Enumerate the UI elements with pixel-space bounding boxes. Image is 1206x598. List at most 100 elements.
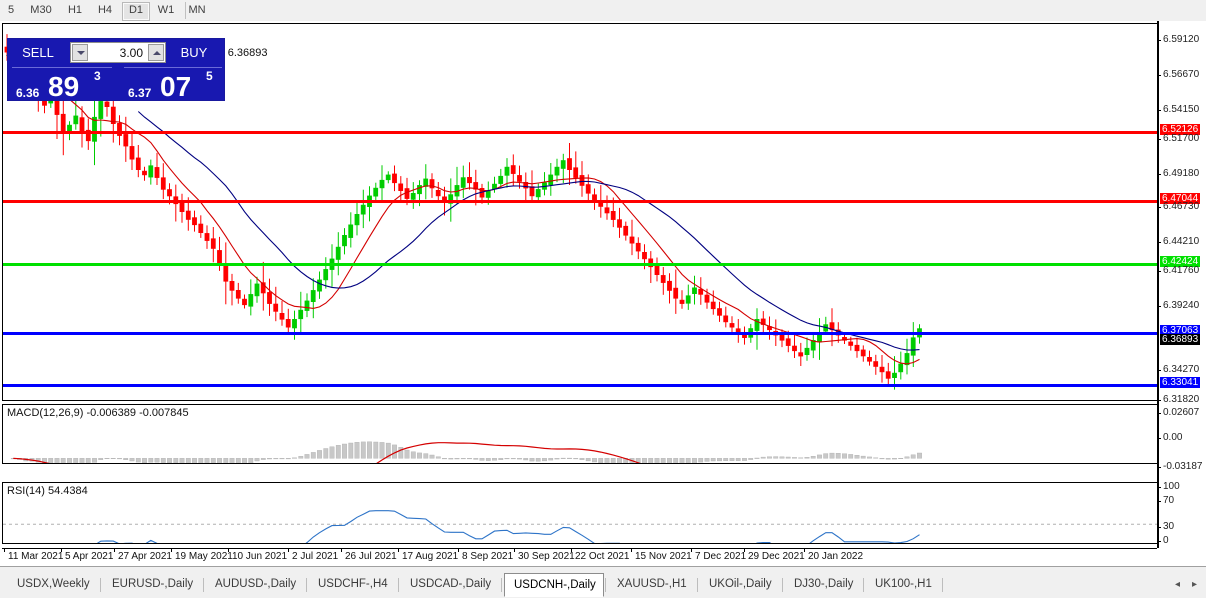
macd-label: MACD(12,26,9) -0.006389 -0.007845	[7, 407, 189, 419]
level-price-label: 6.37063	[1160, 325, 1201, 336]
date-tick	[288, 548, 289, 552]
chart-tab-audusd-daily[interactable]: AUDUSD-,Daily	[215, 578, 297, 590]
rsi-plot	[3, 483, 1157, 543]
tab-separator	[697, 578, 698, 592]
rsi-series	[3, 510, 1157, 543]
price-tick-label: 6.54150	[1163, 104, 1200, 115]
chart-tab-ukoil-daily[interactable]: UKOil-,Daily	[709, 578, 772, 590]
date-label: 2 Jul 2021	[292, 551, 339, 562]
timeframe-w1[interactable]: W1	[157, 4, 175, 16]
level-line-resistance-1[interactable]	[3, 131, 1157, 134]
date-label: 7 Dec 2021	[695, 551, 747, 562]
volume-value: 3.00	[119, 46, 143, 60]
price-scale[interactable]: 6.59120 6.56670 6.54150 6.52126 6.51700 6.491…	[1157, 21, 1206, 548]
price-tick-label: 6.44210	[1163, 236, 1200, 247]
one-click-trading-panel[interactable]: SELL 3.00 BUY 6.36 89 3 6.37	[7, 38, 225, 102]
date-label: 26 Jul 2021	[345, 551, 397, 562]
level-price-label: 6.52126	[1160, 124, 1201, 135]
price-tick	[1157, 110, 1161, 111]
price-tick	[1157, 75, 1161, 76]
oct-controls-row: SELL 3.00 BUY	[8, 39, 224, 65]
rsi-tick-label: 30	[1163, 521, 1175, 532]
ask-price-display[interactable]: 6.37 07 5	[124, 67, 222, 102]
timeframe-m30[interactable]: M30	[30, 4, 52, 16]
timeframe-5[interactable]: 5	[7, 4, 15, 16]
bid-price-main: 89	[48, 71, 80, 102]
timeframe-mn[interactable]: MN	[188, 4, 206, 16]
date-tick	[458, 548, 459, 552]
volume-input[interactable]: 3.00	[70, 42, 166, 63]
date-label: 22 Oct 2021	[575, 551, 630, 562]
price-plot[interactable]	[3, 24, 1157, 400]
macd-series	[10, 441, 922, 463]
tab-separator	[203, 578, 204, 592]
chart-tab-usdchf-h4[interactable]: USDCHF-,H4	[318, 578, 388, 590]
price-tick	[1157, 139, 1161, 140]
date-tick	[514, 548, 515, 552]
level-line-support-1[interactable]	[3, 332, 1157, 335]
chart-tab-dj30-daily[interactable]: DJ30-,Daily	[794, 578, 854, 590]
level-line-resistance-2[interactable]	[3, 200, 1157, 203]
chevron-up-icon	[153, 51, 161, 55]
volume-decrease-button[interactable]	[72, 44, 88, 61]
rsi-tick-label: 0	[1163, 535, 1169, 546]
rsi-label: RSI(14) 54.4384	[7, 485, 88, 497]
tab-separator	[782, 578, 783, 592]
macd-tick	[1157, 438, 1161, 439]
macd-tick-label: 0.02607	[1163, 407, 1200, 418]
macd-tick	[1157, 413, 1161, 414]
bid-price-display[interactable]: 6.36 89 3	[12, 67, 112, 102]
tabs-scroll-right-icon[interactable]: ▸	[1192, 579, 1198, 590]
rsi-panel[interactable]: RSI(14) 54.4384	[2, 482, 1157, 544]
chart-tab-bar: USDX,Weekly EURUSD-,Daily AUDUSD-,Daily USD…	[0, 566, 1206, 598]
timeframe-h1[interactable]: H1	[67, 4, 83, 16]
date-tick	[398, 548, 399, 552]
date-label: 17 Aug 2021	[402, 551, 459, 562]
current-price-label: 6.36893	[1160, 334, 1201, 345]
price-tick-label: 6.41760	[1163, 265, 1200, 276]
chart-tab-usdcad-daily[interactable]: USDCAD-,Daily	[410, 578, 492, 590]
volume-increase-button[interactable]	[148, 44, 164, 61]
level-line-pivot[interactable]	[3, 263, 1157, 266]
rsi-tick-label: 100	[1163, 481, 1180, 492]
price-tick	[1157, 174, 1161, 175]
date-axis-line	[2, 548, 1157, 549]
date-label: 20 Jan 2022	[808, 551, 864, 562]
price-tick-label: 6.51700	[1163, 133, 1200, 144]
ask-price-main: 07	[160, 71, 192, 102]
date-axis[interactable]: 11 Mar 2021 5 Apr 2021 27 Apr 2021 19 May 2…	[0, 548, 1206, 566]
chart-tab-usdx-weekly[interactable]: USDX,Weekly	[17, 578, 90, 590]
tab-separator	[863, 578, 864, 592]
chart-tab-uk100-h1[interactable]: UK100-,H1	[875, 578, 932, 590]
tab-separator	[605, 578, 606, 592]
price-tick	[1157, 400, 1161, 401]
macd-plot	[3, 405, 1157, 463]
timeframe-d1[interactable]: D1	[122, 2, 150, 21]
bid-price-prefix: 6.36	[16, 86, 40, 100]
ask-price-prefix: 6.37	[128, 86, 152, 100]
level-price-label: 6.47044	[1160, 193, 1201, 204]
chart-tab-eurusd-daily[interactable]: EURUSD-,Daily	[112, 578, 194, 590]
chart-tab-xauusd-h1[interactable]: XAUUSD-,H1	[617, 578, 687, 590]
rsi-tick	[1157, 541, 1161, 542]
level-line-support-2[interactable]	[3, 384, 1157, 387]
date-tick	[61, 548, 62, 552]
price-tick-label: 6.31820	[1163, 394, 1200, 405]
tabs-scroll-left-icon[interactable]: ◂	[1175, 579, 1181, 590]
tab-separator	[100, 578, 101, 592]
level-price-label: 6.42424	[1160, 256, 1201, 267]
price-tick	[1157, 40, 1161, 41]
sell-button[interactable]: SELL	[22, 45, 54, 60]
price-tick-label: 6.56670	[1163, 69, 1200, 80]
toolbar-divider	[185, 2, 186, 19]
timeframe-h4[interactable]: H4	[97, 4, 113, 16]
date-label: 29 Dec 2021	[748, 551, 805, 562]
date-tick	[114, 548, 115, 552]
date-label: 19 May 2021	[175, 551, 233, 562]
macd-panel[interactable]: MACD(12,26,9) -0.006389 -0.007845	[2, 404, 1157, 464]
buy-button[interactable]: BUY	[180, 45, 208, 60]
date-tick	[228, 548, 229, 552]
chart-tab-usdcnh-daily[interactable]: USDCNH-,Daily	[504, 573, 604, 597]
date-tick	[744, 548, 745, 552]
tab-separator	[306, 578, 307, 592]
